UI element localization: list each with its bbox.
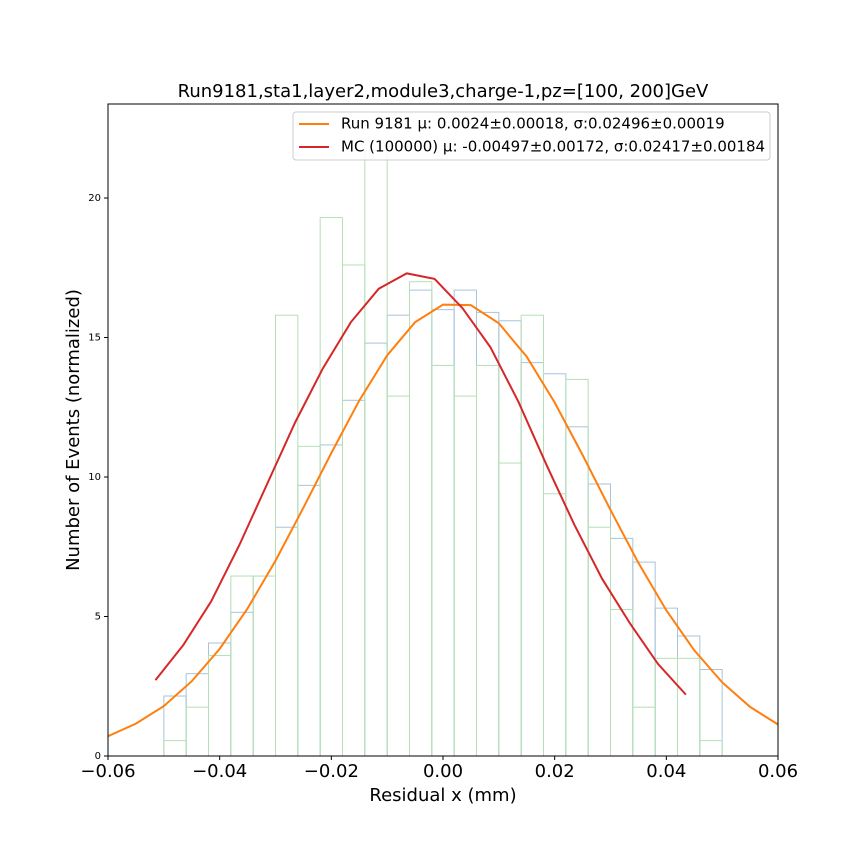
- histogram-bin: [252, 575, 277, 756]
- histogram-bin: [498, 462, 522, 756]
- histogram-bin: [342, 399, 366, 756]
- histogram-bin: [409, 289, 433, 756]
- histogram-bin: [587, 526, 612, 756]
- histogram-bin: [163, 740, 187, 756]
- legend-label: MC (100000) μ: -0.00497±0.00172, σ:0.024…: [341, 138, 765, 156]
- histogram-bin: [632, 561, 656, 756]
- histogram-bin: [699, 740, 723, 756]
- histogram-bin: [275, 314, 299, 756]
- histogram-bin: [185, 673, 210, 756]
- histogram-bin: [453, 289, 477, 756]
- histogram-bin: [342, 264, 366, 756]
- x-tick-label: −0.04: [192, 761, 247, 782]
- histogram-bin: [520, 314, 545, 756]
- x-tick-label: 0.04: [646, 761, 686, 782]
- histogram-bin: [431, 364, 455, 756]
- fit-line: [108, 303, 778, 738]
- x-axis-label: Residual x (mm): [369, 785, 516, 806]
- x-tick-label: 0.00: [423, 761, 463, 782]
- histogram-bin: [543, 373, 567, 756]
- histogram-bin: [476, 364, 500, 756]
- histogram-bin: [208, 655, 232, 756]
- histogram-bin: [565, 378, 589, 756]
- y-tick-label: 5: [95, 612, 101, 623]
- fit-line: [154, 272, 687, 696]
- histogram-bin: [163, 695, 187, 756]
- histogram-bin: [520, 362, 545, 756]
- y-tick-label: 0: [95, 751, 101, 762]
- histogram-bin: [386, 314, 410, 756]
- histogram-bin: [453, 395, 477, 756]
- y-tick-label: 15: [88, 333, 101, 344]
- histogram-bin: [476, 311, 500, 756]
- x-tick-label: −0.02: [304, 761, 359, 782]
- histogram-bin: [587, 483, 612, 756]
- y-tick-label: 20: [88, 193, 101, 204]
- histogram-bin: [208, 642, 232, 756]
- histogram-bin: [409, 281, 433, 756]
- histogram-bin: [386, 395, 410, 756]
- x-tick-label: 0.06: [758, 761, 798, 782]
- histogram-bin: [297, 484, 321, 756]
- histogram-bin: [275, 526, 299, 756]
- y-tick-label: 10: [88, 472, 101, 483]
- histogram-bin: [319, 444, 343, 756]
- histogram-bin: [319, 217, 343, 756]
- chart-title: Run9181,sta1,layer2,module3,charge-1,pz=…: [178, 81, 709, 102]
- x-tick-label: 0.02: [535, 761, 575, 782]
- histogram-bin: [565, 426, 589, 756]
- histogram-bin: [185, 706, 210, 756]
- histogram-bin: [364, 150, 388, 756]
- legend-label: Run 9181 μ: 0.0024±0.00018, σ:0.02496±0.…: [341, 115, 725, 133]
- histogram-bin: [610, 609, 634, 756]
- x-tick-label: −0.06: [80, 761, 135, 782]
- histogram-bin: [431, 309, 455, 756]
- y-axis-label: Number of Events (normalized): [63, 289, 84, 571]
- legend-box: [292, 111, 771, 161]
- histogram-bin: [252, 575, 277, 756]
- plot-area: [108, 150, 778, 756]
- histogram-bin: [699, 669, 723, 756]
- histogram-bin: [230, 611, 254, 756]
- histogram-bin: [364, 342, 388, 756]
- histogram-bin: [297, 445, 321, 756]
- histogram-bin: [543, 493, 567, 756]
- histogram-bin: [677, 657, 701, 756]
- histogram-bin: [610, 537, 634, 756]
- histogram-bin: [632, 706, 656, 756]
